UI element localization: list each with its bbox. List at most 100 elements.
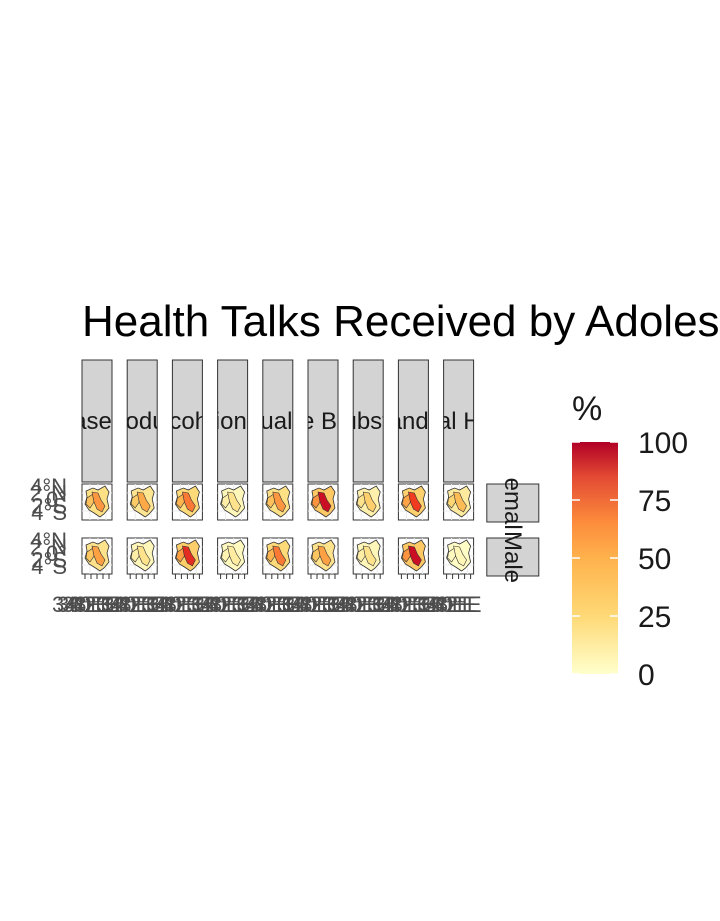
x-tick-label-7-2: 38°E <box>378 592 426 617</box>
region-hot-1-0 <box>91 545 106 567</box>
y-tick-label-0-0: 4°N <box>30 474 67 499</box>
x-tick-label-0-2: 38°E <box>62 592 110 617</box>
region-hot-1-4 <box>272 545 287 567</box>
map-panel-0-6 <box>352 483 384 521</box>
x-tick-label-0-0: 34°E <box>52 592 100 617</box>
region-mid-0-2 <box>176 493 185 509</box>
facet-strip-label-col-7: HIV and STIs <box>342 408 485 435</box>
map-panel-1-3 <box>217 537 249 579</box>
map-panel-1-7 <box>397 537 429 579</box>
y-tick-label-1-0: 4°N <box>30 528 67 553</box>
x-tick-label-6-2: 38°E <box>333 592 381 617</box>
facet-strip-col-0 <box>81 359 113 483</box>
facet-strip-col-5 <box>307 359 339 483</box>
facet-strip-label-col-0: Gender Based Violence <box>0 408 224 435</box>
map-panel-1-2 <box>171 537 203 579</box>
facet-strip-col-2 <box>171 359 203 483</box>
y-tick-label-0-3: 2°S <box>31 494 67 519</box>
x-tick-label-5-4: 42°E <box>298 592 346 617</box>
facet-strip-row-1 <box>486 537 540 577</box>
facet-strip-col-3 <box>217 359 249 483</box>
region-mid-1-7 <box>402 547 411 563</box>
region-mid-0-5 <box>311 493 321 509</box>
chart-title: Health Talks Received by Adolescents <box>82 297 720 346</box>
map-panel-0-8 <box>443 483 475 521</box>
x-tick-label-0-4: 42°E <box>72 592 120 617</box>
x-tick-label-3-2: 38°E <box>198 592 246 617</box>
region-mid-1-2 <box>176 547 185 563</box>
region-mid-0-8 <box>447 493 456 509</box>
map-panel-1-0 <box>81 537 113 579</box>
x-tick-label-3-4: 42°E <box>208 592 256 617</box>
region-mid-1-6 <box>356 547 366 563</box>
region-hot-0-2 <box>182 491 196 513</box>
map-panel-0-2 <box>171 483 203 521</box>
region-mid-0-0 <box>85 493 95 509</box>
legend-label-1: 75 <box>638 485 671 518</box>
map-panel-1-5 <box>307 537 339 579</box>
x-tick-label-7-4: 42°E <box>388 592 436 617</box>
y-tick-label-0-2: 0° <box>46 487 67 512</box>
map-panel-0-0 <box>81 483 113 521</box>
x-tick-label-1-0: 34°E <box>97 592 145 617</box>
facet-strip-row-0 <box>486 483 540 523</box>
y-tick-label-1-3: 2°S <box>31 548 67 573</box>
x-tick-label-4-4: 42°E <box>253 592 301 617</box>
x-tick-label-2-1: 36°E <box>147 592 195 617</box>
x-tick-label-6-3: 40°E <box>338 592 386 617</box>
region-hot-0-7 <box>408 491 422 513</box>
region-mid-0-1 <box>130 493 140 509</box>
legend: % 100 75 50 25 0 <box>572 390 688 692</box>
x-tick-label-1-2: 38°E <box>107 592 155 617</box>
region-hot-1-2 <box>182 545 196 567</box>
x-tick-label-1-3: 40°E <box>112 592 160 617</box>
region-mid-0-4 <box>266 493 276 509</box>
y-tick-label-1-4: 4°S <box>31 554 67 579</box>
facet-strip-col-6 <box>352 359 384 483</box>
x-tick-label-3-1: 36°E <box>193 592 241 617</box>
legend-label-2: 50 <box>638 543 671 576</box>
x-tick-label-4-2: 38°E <box>243 592 291 617</box>
region-hot-1-5 <box>317 545 332 567</box>
region-mid-0-3 <box>221 493 230 509</box>
x-tick-label-4-3: 40°E <box>248 592 296 617</box>
x-tick-label-6-0: 34°E <box>323 592 371 617</box>
x-tick-label-5-1: 36°E <box>283 592 331 617</box>
facet-strip-label-col-2: Alcohol <box>148 408 227 435</box>
x-tick-label-6-1: 36°E <box>328 592 376 617</box>
region-hot-0-3 <box>227 491 241 513</box>
facet-strip-label-col-8: Mental Health <box>385 408 533 435</box>
map-panel-0-4 <box>262 483 294 521</box>
region-hot-0-8 <box>453 491 467 513</box>
region-mid-1-0 <box>85 547 95 563</box>
y-tick-label-1-2: 0° <box>46 541 67 566</box>
x-tick-label-5-2: 38°E <box>288 592 336 617</box>
region-mid-1-3 <box>221 547 230 563</box>
map-panel-1-1 <box>126 537 158 579</box>
x-tick-label-7-3: 40°E <box>383 592 431 617</box>
region-hot-0-6 <box>362 491 377 513</box>
x-tick-label-0-1: 36°E <box>57 592 105 617</box>
facet-strip-col-8 <box>443 359 475 483</box>
x-tick-label-0-3: 40°E <box>67 592 115 617</box>
map-panel-1-4 <box>262 537 294 579</box>
facet-strip-label-col-1: Sexual Reproductive Health <box>0 408 291 435</box>
x-tick-label-3-0: 34°E <box>188 592 236 617</box>
region-mid-0-6 <box>356 493 366 509</box>
facet-strip-col-4 <box>262 359 294 483</box>
x-tick-label-7-1: 36°E <box>373 592 421 617</box>
x-tick-label-1-4: 42°E <box>117 592 165 617</box>
region-hot-0-1 <box>136 491 151 513</box>
region-mid-1-4 <box>266 547 276 563</box>
region-hot-1-7 <box>408 545 422 567</box>
x-tick-label-5-3: 40°E <box>293 592 341 617</box>
y-tick-label-0-4: 4°S <box>31 500 67 525</box>
x-tick-label-7-0: 34°E <box>368 592 416 617</box>
y-tick-label-1-1: 2°N <box>30 535 67 560</box>
facet-strip-label-row-0: Female <box>499 463 526 543</box>
facet-strip-label-row-1: Male <box>499 531 526 583</box>
legend-label-0: 100 <box>638 427 688 460</box>
x-tick-label-2-4: 42°E <box>162 592 210 617</box>
facet-strip-label-col-3: Nutrition Talks <box>157 408 307 435</box>
